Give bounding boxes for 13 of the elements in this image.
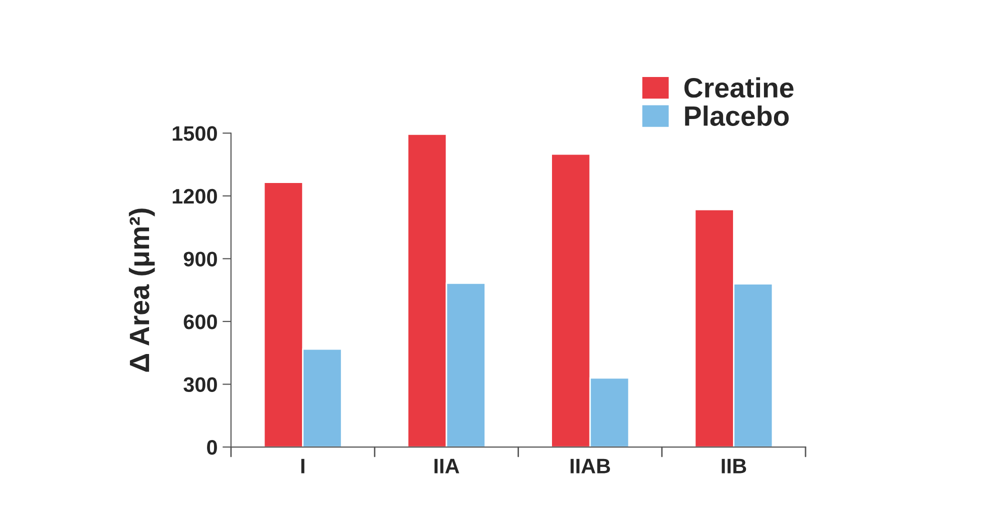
x-tick-label: I <box>301 458 304 474</box>
y-tick-label: 600 <box>184 314 217 330</box>
legend-label: Placebo <box>685 106 789 126</box>
y-tick-label: 1500 <box>172 126 217 141</box>
x-tick-label: IIAB <box>570 458 610 474</box>
y-tick-label: 0 <box>207 440 217 455</box>
legend-label: Creatine <box>684 77 794 98</box>
y-tick-label: 300 <box>184 377 217 392</box>
y-tick-label: 900 <box>184 252 217 266</box>
y-axis-title: Δ Area (μm²) <box>128 208 155 372</box>
y-tick-label: 1200 <box>172 188 217 204</box>
x-tick-label: IIB <box>722 458 746 474</box>
x-tick-label: IIA <box>434 458 460 474</box>
